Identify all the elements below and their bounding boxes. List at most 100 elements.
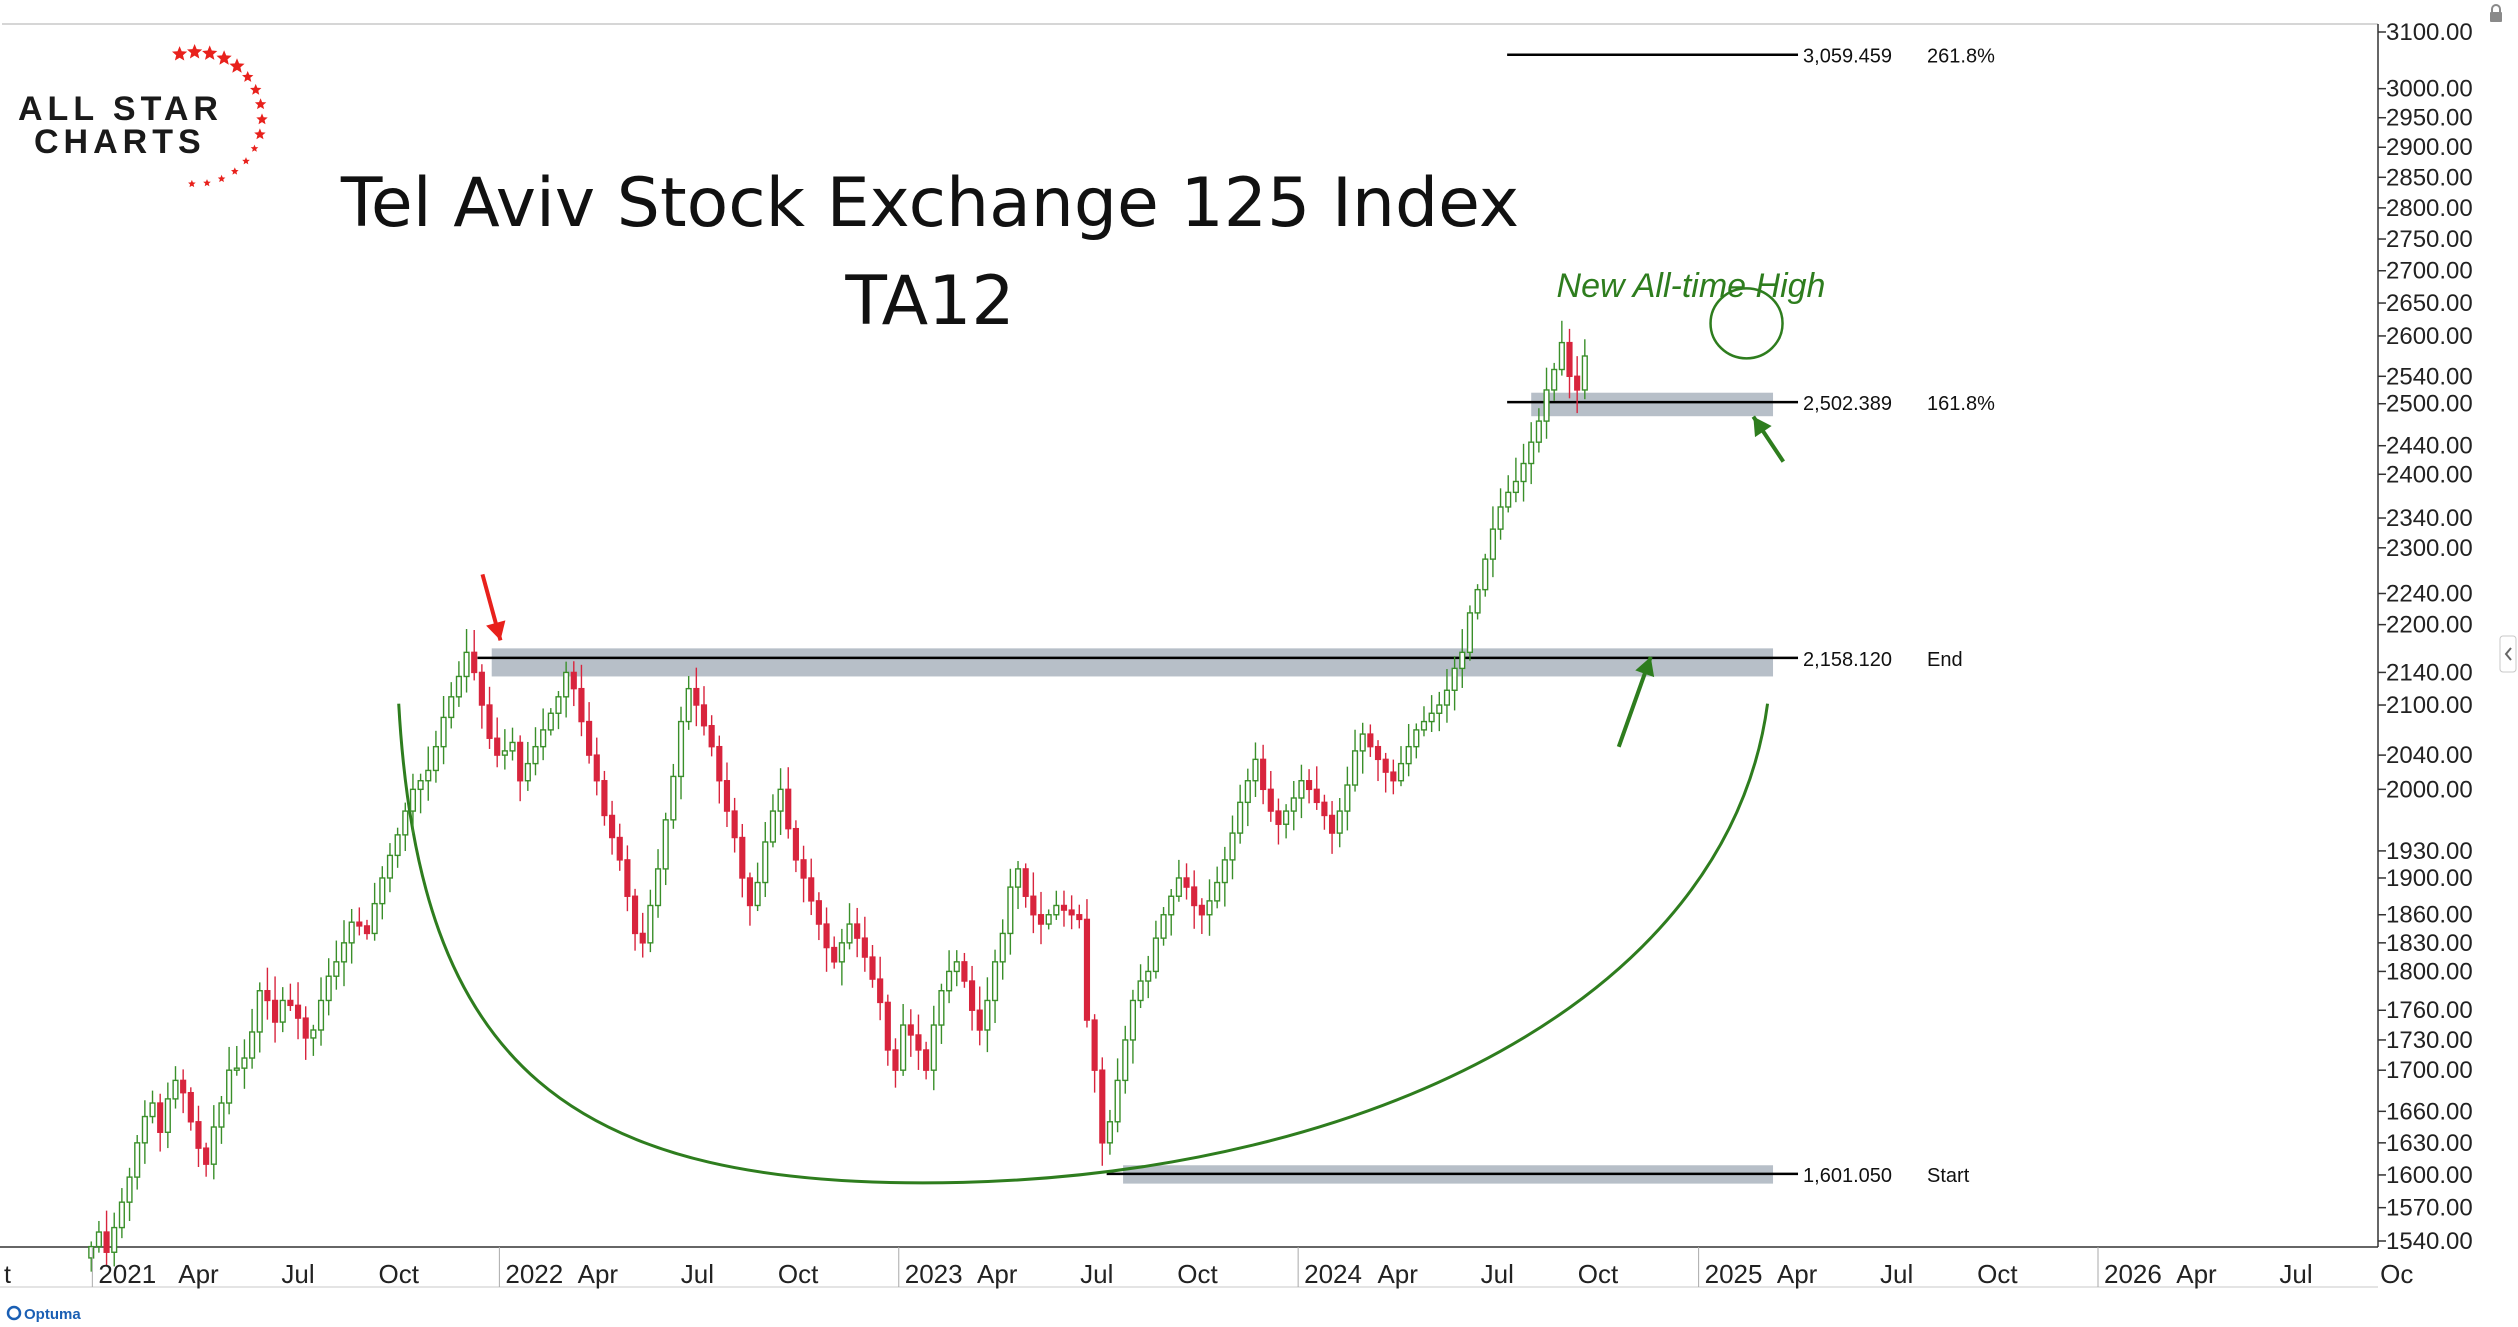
candle: [340, 920, 348, 987]
y-tick-label: 1570.00: [2386, 1195, 2473, 1222]
logo-line1: ALL STAR: [18, 90, 223, 128]
collapse-panel-icon[interactable]: [2499, 635, 2517, 673]
candle: [700, 686, 708, 736]
candle: [1106, 1109, 1114, 1155]
candle-body: [249, 1031, 256, 1059]
candle-body: [203, 1147, 210, 1165]
candle-body: [402, 810, 409, 836]
candle-body: [1053, 904, 1060, 916]
candle: [831, 936, 838, 969]
candle-body: [88, 1245, 95, 1259]
x-edge-label: t: [4, 1261, 11, 1289]
candle-body: [325, 975, 332, 1002]
green-arrow-breakout: [1616, 656, 1655, 748]
green-arrow-retest: [1751, 415, 1785, 463]
candle: [1037, 891, 1045, 945]
fib-level-value: 2,502.389: [1803, 393, 1892, 415]
candle: [1336, 797, 1343, 848]
candle: [310, 1024, 317, 1056]
candle: [1091, 1014, 1098, 1093]
candle-body: [555, 696, 562, 714]
candle: [256, 982, 263, 1053]
candle-body: [838, 942, 845, 963]
candle: [294, 982, 302, 1040]
candle-body: [1535, 420, 1542, 443]
candle-body: [317, 999, 325, 1031]
candle: [685, 676, 692, 730]
candle: [1413, 723, 1420, 759]
candle: [693, 667, 700, 727]
candle-body: [187, 1091, 194, 1123]
candle-body: [1260, 758, 1267, 791]
logo-star: [216, 50, 232, 65]
candle-body: [1229, 832, 1236, 861]
candle: [1083, 899, 1091, 1028]
y-tick-label: 1830.00: [2386, 930, 2473, 957]
candle-body: [1060, 904, 1068, 911]
candle-body: [616, 836, 623, 861]
annotations: New All-time High: [480, 267, 1825, 748]
candle-body: [1367, 733, 1374, 748]
y-tick-label: 2540.00: [2386, 363, 2473, 390]
x-tick-label: Oct: [778, 1259, 819, 1289]
candle: [762, 822, 769, 898]
logo-star: [217, 174, 226, 183]
candle-body: [1558, 341, 1565, 371]
candle: [1175, 859, 1182, 902]
candle-body: [1206, 900, 1213, 916]
candle: [976, 986, 983, 1046]
optuma-footer: Optuma: [6, 1305, 81, 1323]
candle: [1099, 1057, 1106, 1166]
candle-body: [1022, 868, 1029, 897]
candle-body: [946, 970, 953, 992]
green-arrow-retest-head: [1753, 416, 1772, 438]
lock-icon[interactable]: [2490, 4, 2502, 22]
candle: [402, 802, 409, 852]
candle-body: [103, 1231, 110, 1253]
candle-body: [1160, 914, 1167, 939]
candle: [877, 956, 884, 1021]
optuma-logo-icon: [6, 1305, 22, 1321]
y-tick-label: 2200.00: [2386, 612, 2473, 639]
candle: [624, 845, 631, 912]
candle-body: [915, 1034, 922, 1051]
candle-body: [777, 788, 784, 812]
candle: [1443, 669, 1451, 723]
candlestick-series: [88, 320, 1588, 1272]
logo-star: [250, 144, 259, 152]
candle-body: [1030, 895, 1037, 916]
candle: [1137, 964, 1144, 1009]
candle: [494, 717, 501, 768]
candle: [723, 762, 731, 828]
candle-body: [394, 834, 401, 857]
candle: [662, 812, 669, 886]
candle: [1313, 766, 1320, 810]
candle-body: [1405, 745, 1412, 765]
candle-body: [1298, 780, 1305, 799]
candle-body: [1306, 780, 1313, 791]
candle-body: [907, 1024, 914, 1036]
candle: [1581, 339, 1588, 400]
candle-body: [1068, 909, 1075, 916]
candle-body: [379, 877, 386, 905]
candle-body: [164, 1098, 171, 1133]
fib-level-tag: 261.8%: [1927, 46, 1995, 68]
candle-body: [417, 780, 424, 791]
candle: [1321, 794, 1328, 830]
candle: [1060, 890, 1068, 927]
candle-body: [409, 788, 417, 812]
y-tick-label: 2850.00: [2386, 164, 2473, 191]
candle: [900, 1004, 907, 1076]
candle: [233, 1045, 240, 1076]
candle: [884, 994, 891, 1066]
candle-body: [1551, 368, 1558, 391]
candle-body: [647, 904, 654, 944]
candle-body: [1252, 758, 1259, 782]
candle: [907, 1009, 914, 1057]
candle-body: [693, 687, 700, 706]
candle-body: [991, 961, 999, 1002]
candle: [586, 702, 593, 764]
candle: [808, 858, 815, 916]
